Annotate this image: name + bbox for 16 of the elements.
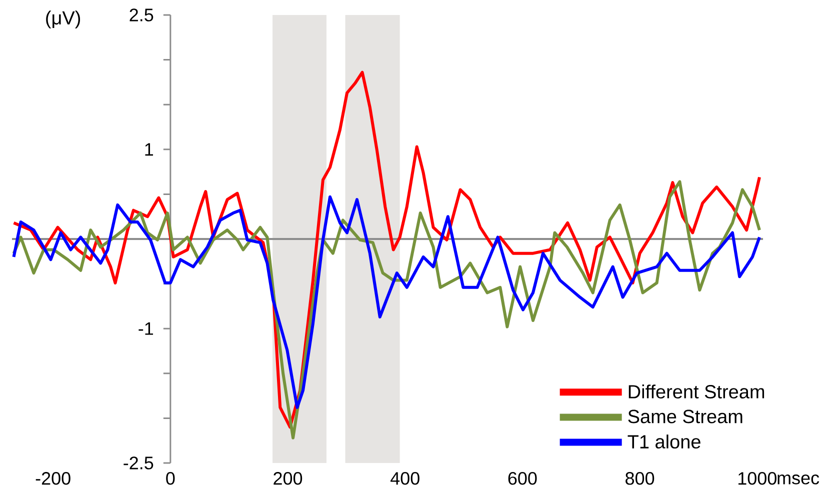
y-tick-label: 1 [145,143,154,156]
x-axis-title: msec [778,474,820,484]
y-tick-label: -2.5 [124,456,154,470]
legend-label: Same Stream [628,410,742,424]
x-tick-label: 800 [626,472,654,485]
x-tick-label: 600 [508,472,537,485]
x-tick-label: 200 [274,472,302,485]
y-tick-label: 2.5 [130,8,154,22]
y-tick-label: -1 [138,322,154,335]
legend-label: Different Stream [628,384,764,398]
legend-label: T1 alone [628,434,700,449]
x-tick-label: 400 [390,472,420,485]
x-tick-label: -200 [36,472,70,485]
y-axis-title: (μV) [46,10,80,28]
x-tick-label: 1000 [738,472,776,485]
x-tick-label: 0 [166,472,175,485]
